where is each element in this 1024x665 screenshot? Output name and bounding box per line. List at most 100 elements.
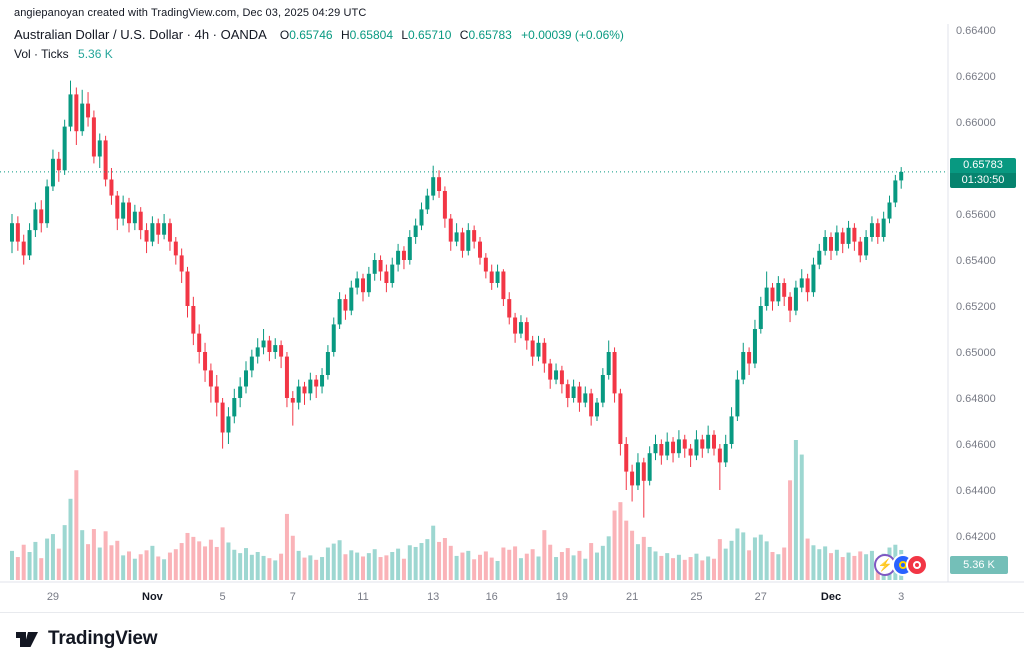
ohlc-values: O0.65746 H0.65804 L0.65710 C0.65783 +0.0… — [275, 28, 624, 42]
volume-bar — [747, 550, 752, 580]
close-value: 0.65783 — [468, 28, 512, 42]
volume-bar — [109, 545, 114, 580]
candle-body — [665, 441, 670, 456]
candle-body — [723, 444, 728, 463]
event-marker-red-icon[interactable] — [906, 554, 928, 576]
time-axis-label[interactable]: 19 — [556, 591, 568, 603]
time-axis-label[interactable]: 16 — [486, 591, 498, 603]
candle-body — [799, 278, 804, 288]
volume-bar — [472, 559, 477, 580]
symbol-title[interactable]: Australian Dollar / U.S. Dollar · 4h · O… — [14, 27, 267, 42]
volume-bar — [723, 548, 728, 580]
candle-body — [495, 271, 500, 283]
candle-body — [167, 223, 172, 242]
candle-body — [793, 287, 798, 311]
time-axis-label[interactable]: 7 — [290, 591, 296, 603]
time-axis-label[interactable]: 11 — [357, 591, 368, 603]
volume-bar — [97, 547, 102, 580]
volume-bar — [671, 558, 676, 580]
candle-body — [647, 453, 652, 481]
candle-body — [712, 434, 716, 449]
price-axis-label[interactable]: 0.65000 — [956, 347, 996, 359]
volume-bar — [244, 548, 248, 580]
price-axis-label[interactable]: 0.66200 — [956, 71, 996, 83]
time-axis-label[interactable]: 21 — [626, 591, 638, 603]
volume-bar — [173, 549, 178, 580]
volume-bar — [249, 554, 254, 580]
candle-body — [472, 230, 477, 242]
candle-body — [624, 444, 629, 472]
volume-bar — [694, 553, 699, 580]
candle-body — [846, 227, 851, 244]
volume-bar — [74, 470, 79, 580]
volume-bar — [554, 557, 559, 580]
volume-bar — [279, 553, 284, 580]
high-value: 0.65804 — [349, 28, 393, 42]
price-chart-svg[interactable]: 0.664000.662000.660000.658000.656000.654… — [0, 24, 1024, 610]
chart-canvas[interactable]: 0.664000.662000.660000.658000.656000.654… — [0, 24, 1024, 610]
volume-bar — [56, 548, 61, 580]
volume-bar — [624, 520, 629, 580]
time-axis-label[interactable]: 5 — [220, 591, 226, 603]
candle-body — [284, 356, 289, 398]
price-axis-label[interactable]: 0.65200 — [956, 301, 996, 313]
price-axis-label[interactable]: 0.64200 — [956, 531, 996, 543]
price-axis-label[interactable]: 0.65600 — [956, 209, 996, 221]
candle-body — [261, 340, 266, 348]
price-axis-label[interactable]: 0.66400 — [956, 25, 996, 37]
volume-bar — [413, 546, 418, 580]
candle-body — [45, 186, 50, 224]
volume-bar — [536, 556, 541, 580]
volume-bar — [805, 538, 810, 580]
price-axis-label[interactable]: 0.66000 — [956, 117, 996, 129]
candle-body — [823, 237, 828, 251]
volume-bar — [45, 538, 50, 580]
candle-body — [442, 191, 447, 219]
volume-bar — [261, 555, 266, 580]
candle-body — [577, 386, 582, 403]
candle-body — [314, 379, 319, 387]
candle-body — [741, 352, 746, 380]
candle-body — [595, 402, 599, 417]
candle-body — [156, 223, 161, 235]
volume-bar — [39, 558, 44, 580]
time-axis-label[interactable]: 27 — [755, 591, 767, 603]
time-axis-label[interactable]: 3 — [898, 591, 904, 603]
volume-legend-label[interactable]: Vol · Ticks — [14, 47, 69, 61]
volume-bar — [630, 530, 635, 580]
price-axis-label[interactable]: 0.65400 — [956, 255, 996, 267]
candle-body — [869, 223, 874, 237]
tradingview-logo-icon[interactable] — [14, 626, 40, 652]
volume-bar — [752, 537, 757, 580]
candle-body — [776, 283, 781, 302]
candle-body — [565, 384, 570, 398]
price-axis-label[interactable]: 0.64800 — [956, 393, 996, 405]
time-axis-label[interactable]: 29 — [47, 591, 59, 603]
volume-bar — [559, 552, 564, 580]
volume-bar — [284, 513, 289, 580]
candle-body — [887, 202, 892, 219]
price-axis-label[interactable]: 0.64600 — [956, 439, 996, 451]
volume-bar — [396, 548, 401, 580]
volume-bar — [583, 558, 588, 580]
candle-body — [717, 448, 722, 463]
volume-bar — [776, 554, 781, 580]
volume-bar — [577, 550, 582, 580]
volume-bar — [197, 541, 202, 580]
volume-bar — [729, 540, 734, 580]
time-axis-label[interactable]: 25 — [690, 591, 702, 603]
legend-row-symbol: Australian Dollar / U.S. Dollar · 4h · O… — [14, 27, 624, 42]
volume-bar — [314, 559, 319, 580]
time-axis-label[interactable]: 13 — [427, 591, 439, 603]
candle-body — [688, 448, 693, 456]
candle-body — [606, 352, 611, 375]
volume-bar — [80, 530, 85, 580]
time-axis-label[interactable]: Dec — [821, 591, 841, 603]
volume-bar — [378, 557, 383, 580]
brand-name[interactable]: TradingView — [48, 628, 158, 649]
candle-body — [337, 299, 342, 325]
price-axis-label[interactable]: 0.64400 — [956, 485, 996, 497]
candle-body — [671, 441, 676, 454]
time-axis-label[interactable]: Nov — [142, 591, 164, 603]
candle-body — [478, 241, 482, 258]
